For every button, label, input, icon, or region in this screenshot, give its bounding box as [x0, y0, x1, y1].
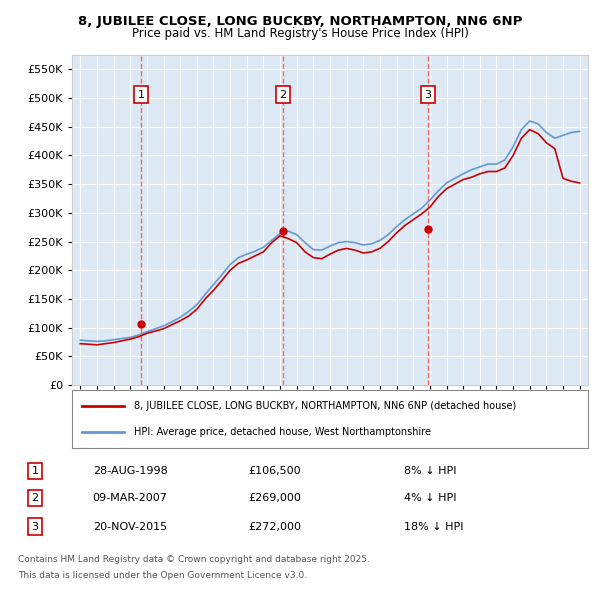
Text: 8% ↓ HPI: 8% ↓ HPI — [404, 466, 456, 476]
Text: This data is licensed under the Open Government Licence v3.0.: This data is licensed under the Open Gov… — [18, 571, 307, 579]
Text: 18% ↓ HPI: 18% ↓ HPI — [404, 522, 463, 532]
Text: 28-AUG-1998: 28-AUG-1998 — [92, 466, 167, 476]
Text: £106,500: £106,500 — [248, 466, 301, 476]
Text: Price paid vs. HM Land Registry's House Price Index (HPI): Price paid vs. HM Land Registry's House … — [131, 27, 469, 40]
Text: 1: 1 — [137, 90, 145, 100]
Text: 8, JUBILEE CLOSE, LONG BUCKBY, NORTHAMPTON, NN6 6NP (detached house): 8, JUBILEE CLOSE, LONG BUCKBY, NORTHAMPT… — [134, 401, 516, 411]
Text: 09-MAR-2007: 09-MAR-2007 — [92, 493, 167, 503]
Text: 3: 3 — [32, 522, 38, 532]
Text: 4% ↓ HPI: 4% ↓ HPI — [404, 493, 456, 503]
Text: £269,000: £269,000 — [248, 493, 301, 503]
Text: 1: 1 — [32, 466, 38, 476]
Text: 2: 2 — [31, 493, 38, 503]
Text: 3: 3 — [425, 90, 431, 100]
Text: £272,000: £272,000 — [248, 522, 301, 532]
Text: 8, JUBILEE CLOSE, LONG BUCKBY, NORTHAMPTON, NN6 6NP: 8, JUBILEE CLOSE, LONG BUCKBY, NORTHAMPT… — [78, 15, 522, 28]
Text: 20-NOV-2015: 20-NOV-2015 — [92, 522, 167, 532]
Text: HPI: Average price, detached house, West Northamptonshire: HPI: Average price, detached house, West… — [134, 427, 431, 437]
Text: 2: 2 — [280, 90, 287, 100]
Text: Contains HM Land Registry data © Crown copyright and database right 2025.: Contains HM Land Registry data © Crown c… — [18, 556, 370, 565]
